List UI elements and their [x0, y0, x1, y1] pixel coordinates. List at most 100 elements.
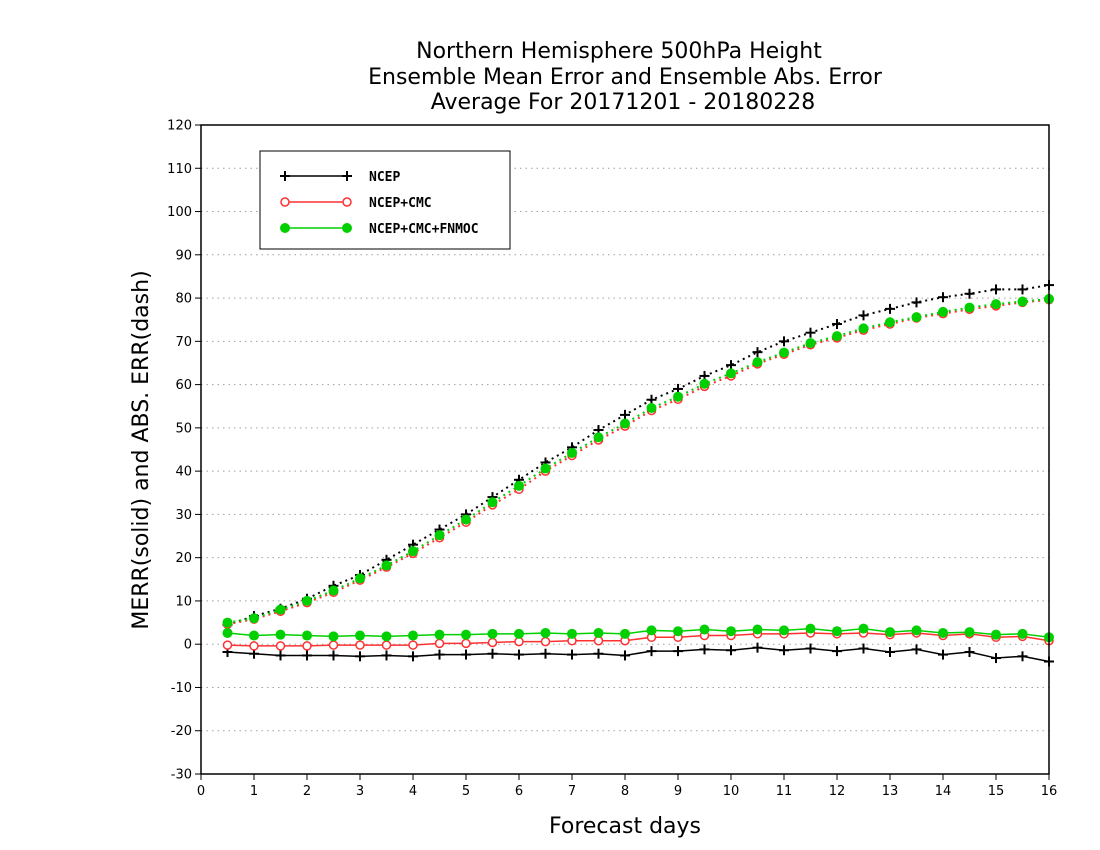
- merr-point: [540, 627, 551, 638]
- merr-point: [567, 649, 577, 660]
- merr-point: [328, 640, 339, 650]
- abs-err-point: [620, 409, 630, 420]
- abs-err-point: [487, 497, 498, 508]
- y-tick-label: 100: [167, 205, 192, 220]
- y-tick-label: -30: [171, 768, 192, 783]
- abs-err-point: [355, 573, 365, 584]
- abs-err-point: [249, 613, 259, 624]
- x-tick-label: 4: [409, 784, 417, 799]
- y-tick-label: -10: [171, 681, 192, 696]
- series-ncep-cmc-fnmoc: [222, 293, 1054, 643]
- merr-point: [699, 624, 710, 635]
- merr-point: [673, 646, 683, 657]
- merr-point: [593, 627, 604, 638]
- legend-box: [259, 150, 511, 250]
- merr-point: [302, 641, 312, 651]
- x-tick-label: 3: [356, 784, 364, 799]
- abs-err-point: [858, 323, 869, 334]
- abs-err-point: [911, 312, 922, 323]
- x-tick-label: 6: [515, 784, 523, 799]
- legend-marker-right: [342, 171, 352, 181]
- abs-err-point: [885, 303, 895, 314]
- merr-point: [328, 650, 339, 661]
- abs-err-point: [381, 560, 392, 571]
- x-tick-label: 0: [197, 784, 205, 799]
- merr-point: [222, 627, 233, 638]
- abs-err-point: [593, 432, 604, 443]
- abs-err-point: [805, 327, 816, 338]
- merr-point: [540, 648, 551, 659]
- abs-err-point: [1017, 296, 1028, 307]
- merr-point: [964, 627, 975, 638]
- x-tick-label: 2: [303, 784, 311, 799]
- legend-marker-left: [280, 197, 290, 207]
- abs-err-point: [275, 604, 286, 615]
- merr-line: [227, 646, 1050, 663]
- y-axis-label: MERR(solid) and ABS. ERR(dash): [129, 270, 154, 629]
- x-tick-label: 8: [621, 784, 629, 799]
- series-ncep: [222, 280, 1054, 667]
- merr-point: [222, 640, 233, 650]
- merr-point: [434, 629, 445, 640]
- abs-err-point: [964, 302, 975, 313]
- legend-label: NCEP+CMC: [369, 196, 432, 211]
- abs-err-point: [1017, 284, 1028, 295]
- abs-err-point: [567, 447, 577, 458]
- merr-point: [779, 645, 789, 656]
- x-axis-label: Forecast days: [549, 814, 701, 839]
- legend: NCEP NCEP+CMC NCEP+CMC+FNMOC: [259, 150, 511, 250]
- abs-err-point: [328, 585, 339, 596]
- y-tick-label: 110: [167, 162, 192, 177]
- merr-point: [699, 644, 710, 655]
- merr-point: [275, 650, 286, 661]
- legend-label: NCEP+CMC+FNMOC: [369, 222, 479, 237]
- abs-err-point: [673, 391, 683, 402]
- abs-err-point: [434, 530, 445, 541]
- merr-point: [487, 637, 498, 648]
- merr-point: [275, 629, 286, 640]
- legend-marker-left: [280, 223, 290, 233]
- abs-err-line: [227, 297, 1050, 624]
- y-tick-label: 40: [175, 465, 192, 480]
- merr-point: [355, 630, 365, 641]
- abs-err-point: [514, 480, 524, 491]
- abs-err-point: [938, 306, 948, 317]
- legend-marker-right: [342, 197, 352, 207]
- merr-point: [275, 641, 286, 651]
- abs-err-point: [620, 418, 630, 429]
- merr-point: [911, 644, 922, 655]
- abs-err-point: [858, 310, 869, 321]
- merr-point: [858, 643, 869, 654]
- x-tick-label: 11: [776, 784, 793, 799]
- abs-err-point: [938, 292, 948, 303]
- merr-point: [434, 649, 445, 660]
- merr-point: [540, 636, 551, 647]
- merr-point: [461, 649, 471, 660]
- y-tick-label: 80: [175, 292, 192, 307]
- merr-point: [991, 653, 1001, 664]
- x-tick-label: 15: [988, 784, 1005, 799]
- legend-entry-ncep-cmc-fnmoc: NCEP+CMC+FNMOC: [280, 222, 479, 237]
- x-tick-label: 9: [674, 784, 682, 799]
- merr-point: [461, 638, 471, 649]
- merr-point: [1017, 628, 1028, 639]
- title-line-1: Northern Hemisphere 500hPa Height: [416, 39, 822, 64]
- merr-point: [885, 646, 895, 657]
- merr-point: [646, 625, 657, 636]
- abs-err-point: [991, 299, 1001, 310]
- x-tick-label: 1: [250, 784, 258, 799]
- merr-point: [487, 648, 498, 659]
- merr-point: [885, 627, 895, 638]
- merr-point: [938, 649, 948, 660]
- abs-err-point: [540, 463, 551, 474]
- merr-point: [726, 645, 736, 656]
- title-line-2: Ensemble Mean Error and Ensemble Abs. Er…: [368, 65, 883, 90]
- merr-point: [514, 628, 524, 639]
- merr-point: [408, 640, 418, 650]
- y-tick-label: 50: [175, 421, 192, 436]
- legend-label: NCEP: [369, 170, 400, 185]
- grid: [201, 167, 1049, 732]
- x-tick-label: 13: [882, 784, 899, 799]
- y-tick-label: 20: [175, 551, 192, 566]
